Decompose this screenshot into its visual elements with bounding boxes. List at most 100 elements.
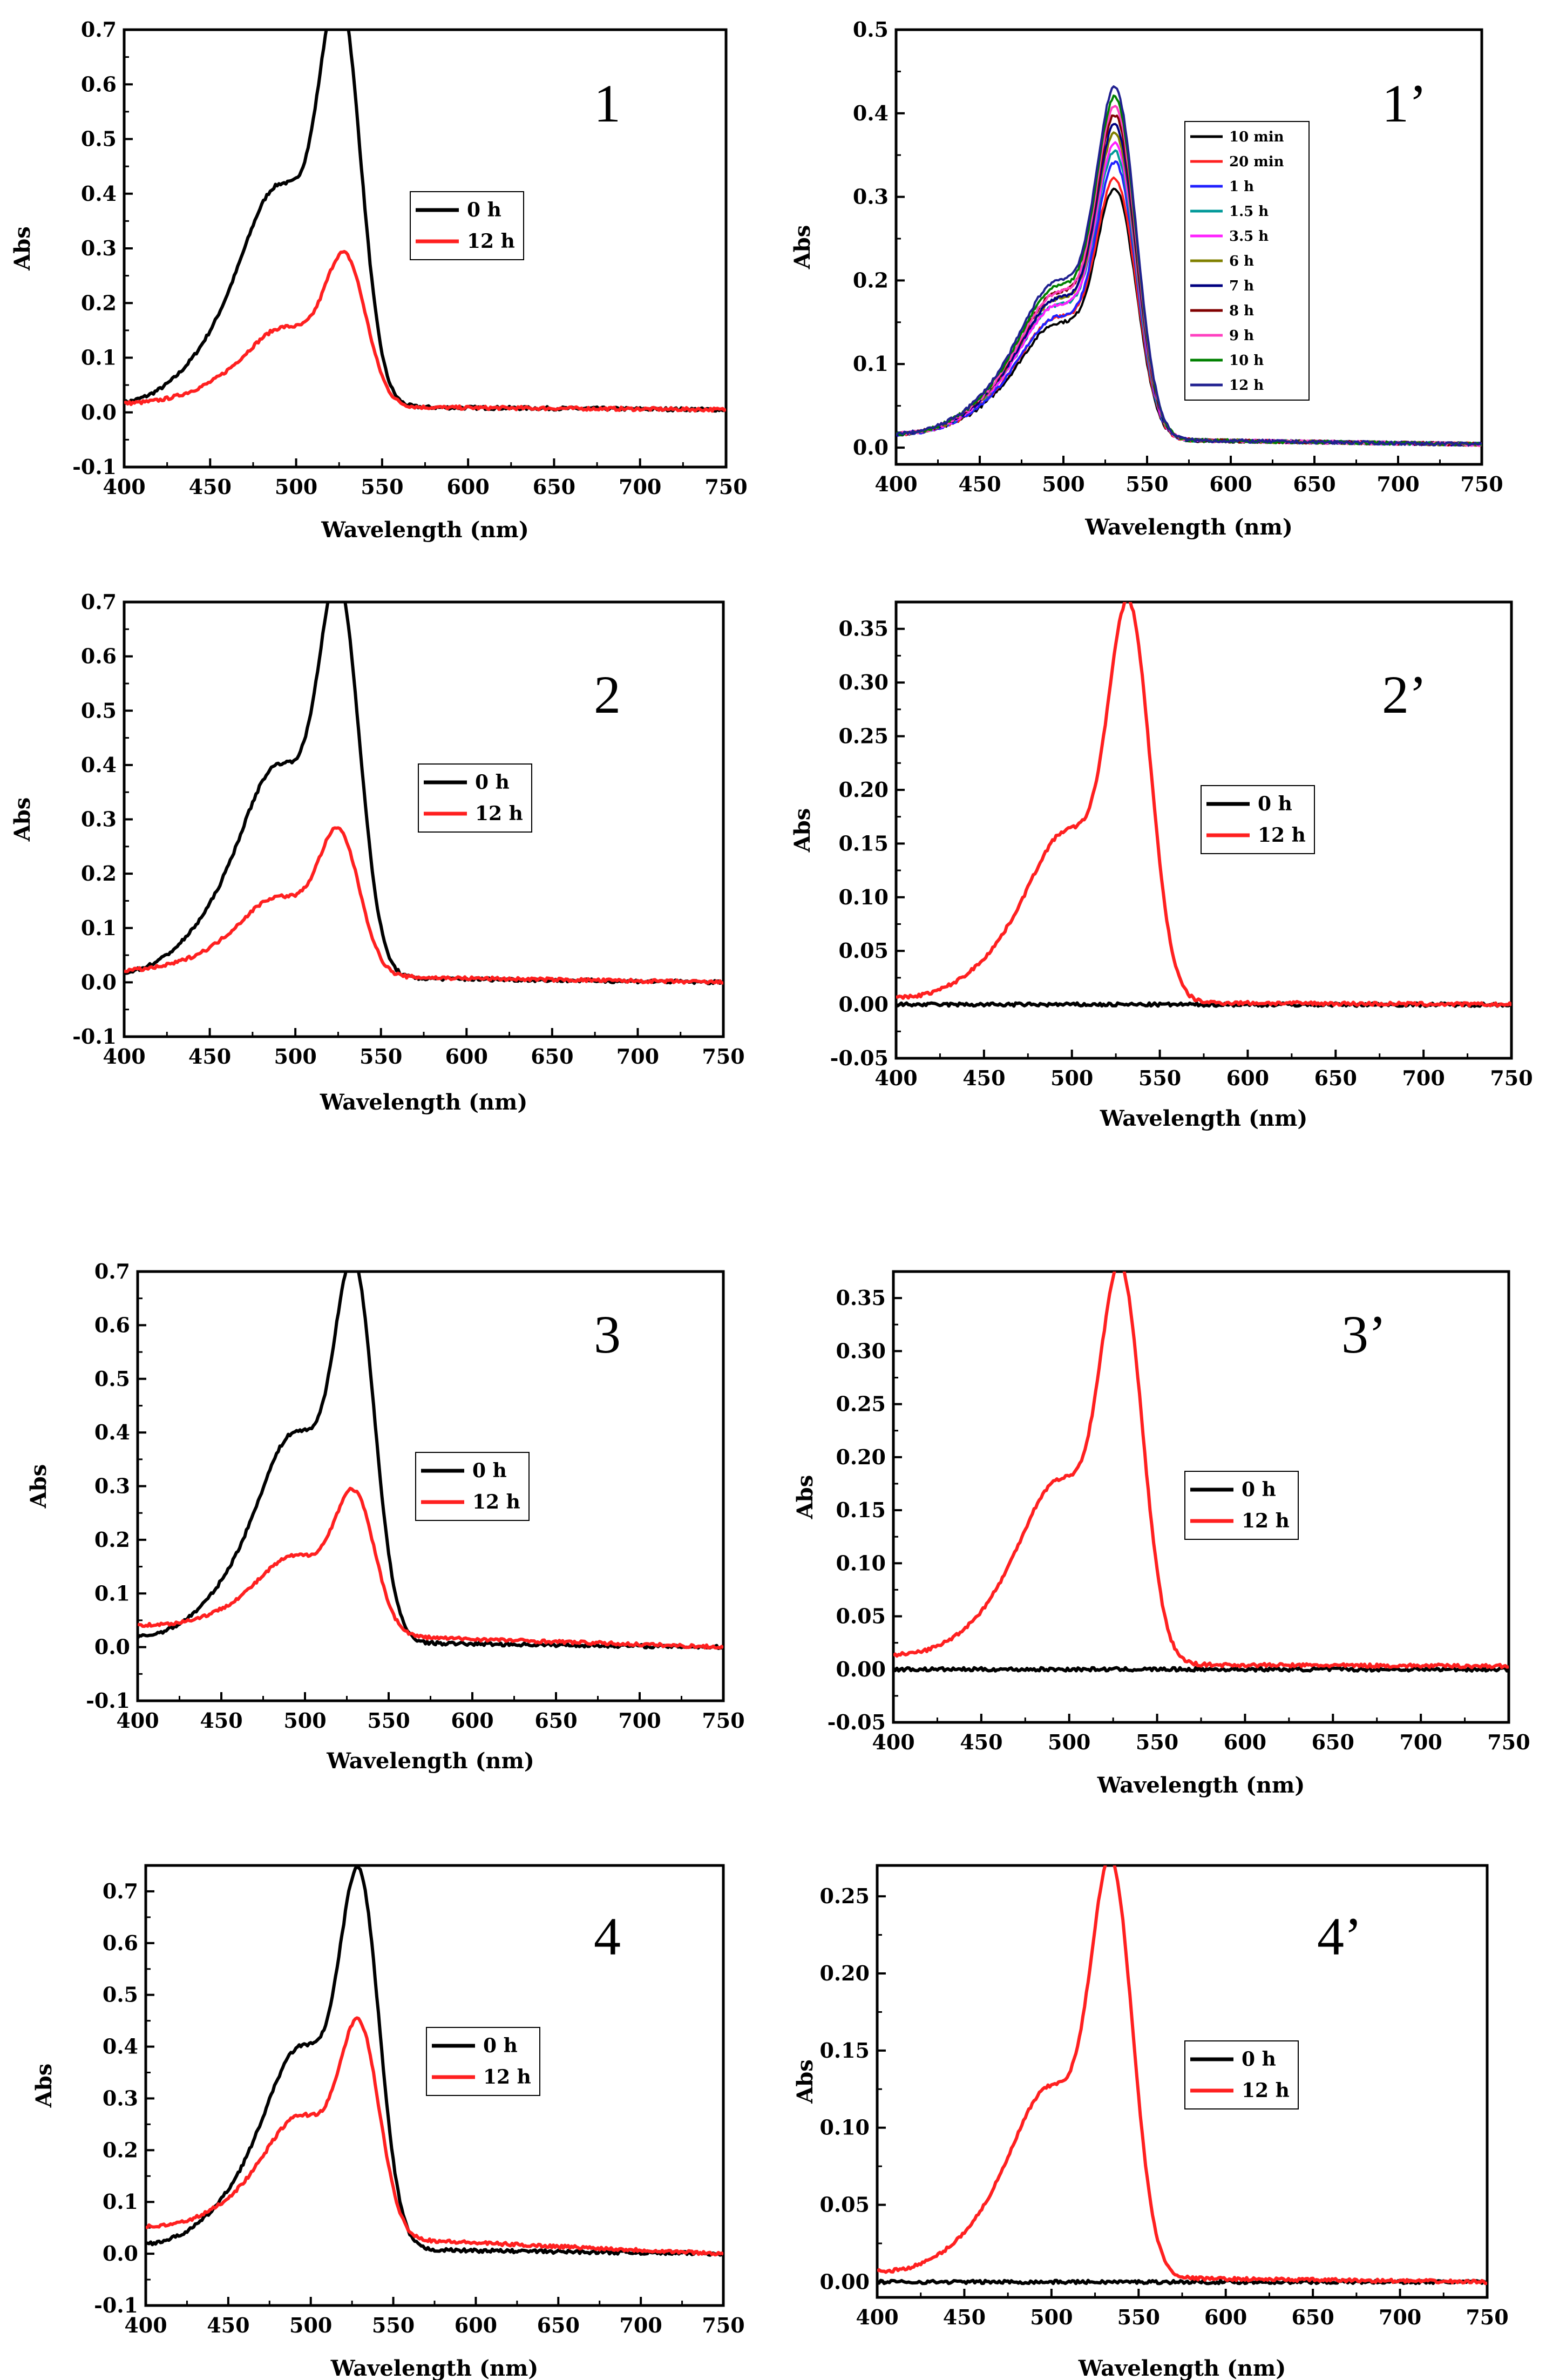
series-line-12-h	[896, 602, 1511, 1008]
x-tick-label: 600	[451, 1708, 493, 1733]
y-tick-label: 0.20	[819, 1961, 870, 1985]
x-tick-label: 550	[360, 1044, 402, 1069]
series-group	[146, 1865, 723, 2257]
x-tick-label: 650	[1293, 472, 1335, 496]
chart-panel-4: 400 450 500 550 600 650 700 750 -0.1 0.0 0.1 0.2 0.3…	[31, 1864, 745, 2380]
y-tick-label: 0.30	[836, 1338, 886, 1363]
y-tick-label: 0.2	[103, 2138, 138, 2162]
y-tick-label: 0.2	[853, 268, 889, 292]
y-tick-label: 0.7	[81, 17, 117, 42]
panel-label: 2	[594, 665, 621, 725]
series-line-12-h	[124, 249, 726, 413]
chart-panel-3: 400 450 500 550 600 650 700 750 -0.1 0.0 0.1 0.2 0.3…	[26, 1259, 745, 1774]
series-line-12-h	[138, 1486, 723, 1650]
series-group	[138, 1272, 723, 1650]
x-tick-label: 500	[1042, 472, 1084, 496]
y-axis-label: Abs	[790, 808, 815, 853]
legend: 0 h 12 h	[1201, 785, 1315, 854]
x-axis-label: Wavelength (nm)	[320, 1090, 528, 1115]
x-tick-label: 700	[1399, 1730, 1442, 1754]
legend-box	[1184, 1471, 1299, 1540]
legend: 0 h 12 h	[426, 2027, 540, 2096]
legend-entry: 0 h	[475, 771, 510, 794]
panel-label: 1’	[1382, 73, 1427, 133]
y-axis-label: Abs	[792, 1475, 818, 1520]
legend-box	[1184, 2040, 1299, 2109]
x-tick-label: 600	[446, 475, 489, 499]
y-tick-label: 0.10	[819, 2115, 870, 2140]
x-tick-label: 700	[619, 2313, 662, 2337]
y-axis-label: Abs	[790, 225, 815, 270]
x-tick-label: 700	[1379, 2305, 1421, 2329]
legend-entry: 10 h	[1229, 353, 1264, 369]
plot-frame	[876, 1864, 1489, 2299]
y-axis-label: Abs	[26, 1464, 51, 1509]
y-tick-label: 0.05	[838, 938, 889, 963]
x-tick-label: 450	[943, 2305, 986, 2329]
legend: 0 h 12 h	[1184, 2040, 1299, 2109]
y-tick-label: 0.5	[853, 17, 889, 42]
legend-entry: 12 h	[1258, 824, 1306, 847]
series-line-0-h	[893, 1666, 1509, 1673]
x-tick-label: 750	[704, 475, 747, 499]
x-tick-label: 400	[856, 2305, 898, 2329]
y-tick-label: 0.15	[838, 831, 889, 855]
x-tick-label: 500	[283, 1708, 326, 1733]
y-tick-label: 0.0	[94, 1635, 130, 1659]
x-tick-label: 450	[188, 1044, 231, 1069]
x-tick-label: 650	[537, 2313, 580, 2337]
x-tick-label: 550	[1136, 1730, 1178, 1754]
x-tick-label: 450	[189, 475, 232, 499]
x-tick-label: 600	[1209, 472, 1252, 496]
panel-label: 3	[594, 1304, 621, 1364]
y-tick-label: 0.7	[81, 590, 117, 614]
y-tick-label: -0.1	[94, 2293, 138, 2317]
x-tick-label: 450	[207, 2313, 249, 2337]
series-group	[877, 1865, 1487, 2286]
y-tick-label: 0.0	[81, 400, 117, 424]
x-tick-label: 700	[616, 1044, 659, 1069]
legend: 0 h 12 h	[1184, 1471, 1299, 1540]
x-tick-label: 500	[274, 1044, 316, 1069]
x-axis-label: Wavelength (nm)	[321, 517, 529, 543]
y-tick-label: -0.05	[830, 1046, 889, 1070]
x-tick-label: 500	[1050, 1066, 1093, 1090]
panel-label: 1	[594, 73, 621, 133]
y-tick-label: 0.05	[836, 1604, 886, 1628]
x-tick-label: 500	[1048, 1730, 1090, 1754]
y-tick-label: 0.4	[81, 181, 117, 206]
legend-entry: 0 h	[1242, 2048, 1276, 2071]
x-tick-label: 600	[1224, 1730, 1266, 1754]
x-tick-label: 450	[962, 1066, 1005, 1090]
y-tick-label: 0.20	[838, 777, 889, 802]
y-tick-label: -0.1	[86, 1688, 130, 1713]
y-tick-label: 0.35	[836, 1286, 886, 1310]
x-tick-label: 700	[1402, 1066, 1445, 1090]
series-line-12-h	[877, 1865, 1487, 2286]
y-tick-label: -0.05	[828, 1710, 886, 1734]
chart-panel-1p: 400 450 500 550 600 650 700 750 0.0 0.1 0.2 0.3 0.4 0…	[790, 17, 1503, 540]
legend-entry: 3.5 h	[1229, 228, 1269, 245]
x-tick-label: 750	[1487, 1730, 1530, 1754]
y-tick-label: 0.0	[853, 435, 889, 459]
y-tick-label: 0.3	[103, 2086, 138, 2110]
x-tick-label: 650	[1312, 1730, 1354, 1754]
x-tick-label: 500	[1030, 2305, 1073, 2329]
y-tick-label: 0.4	[94, 1420, 130, 1444]
y-tick-label: 0.4	[103, 2034, 138, 2059]
legend-box	[415, 1452, 530, 1521]
y-tick-label: 0.2	[81, 861, 117, 885]
y-tick-label: 0.5	[103, 1983, 138, 2007]
legend-entry: 9 h	[1229, 328, 1254, 344]
y-tick-label: 0.15	[819, 2038, 870, 2063]
legend-box	[410, 191, 524, 260]
y-tick-label: 0.10	[836, 1551, 886, 1575]
y-tick-label: 0.25	[819, 1884, 870, 1908]
x-tick-label: 550	[1138, 1066, 1181, 1090]
y-axis-label: Abs	[31, 2064, 57, 2108]
x-tick-label: 400	[124, 2313, 167, 2337]
x-tick-label: 600	[445, 1044, 488, 1069]
y-tick-label: -0.1	[72, 455, 117, 479]
y-tick-label: 0.0	[103, 2241, 138, 2266]
x-tick-label: 400	[103, 475, 145, 499]
